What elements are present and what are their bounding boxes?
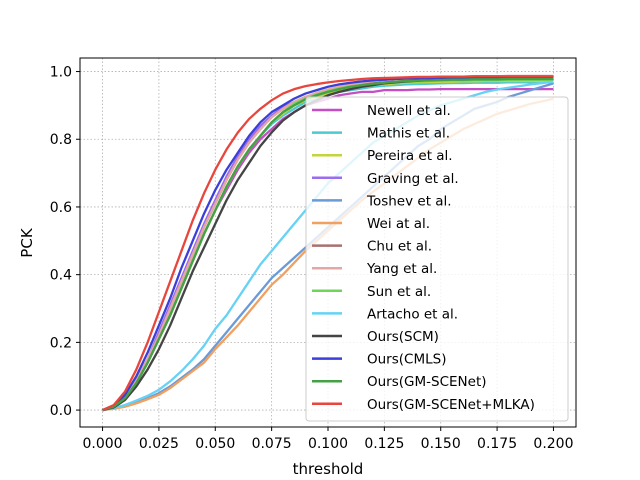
series-line-13 xyxy=(102,75,554,412)
x-tick-label: 0.050 xyxy=(195,436,235,452)
x-tick-label: 0.100 xyxy=(308,436,348,452)
x-tick-label: 0.125 xyxy=(364,436,404,452)
legend-label: Wei at al. xyxy=(367,216,430,232)
x-tick-label: 0.025 xyxy=(139,436,179,452)
x-axis-label: threshold xyxy=(293,460,364,478)
x-axis: 0.000 0.025 0.050 0.075 0.100 0.125 0.150 0.175… xyxy=(82,427,574,452)
y-tick-label: 0.8 xyxy=(50,132,72,148)
x-tick-label: 0.000 xyxy=(82,436,122,452)
legend-label: Newell et al. xyxy=(367,103,451,119)
legend-label: Pereira et al. xyxy=(367,148,453,164)
y-axis: 0.0 0.2 0.4 0.6 0.8 1.0 xyxy=(50,65,80,419)
x-tick-label: 0.075 xyxy=(252,436,292,452)
x-tick-label: 0.150 xyxy=(421,436,461,452)
x-tick-label: 0.175 xyxy=(477,436,517,452)
legend-label: Toshev et al. xyxy=(366,193,452,209)
y-tick-label: 0.6 xyxy=(50,200,72,216)
legend-frame xyxy=(305,96,569,422)
y-tick-label: 0.4 xyxy=(50,268,72,284)
series-line-12 xyxy=(102,77,554,412)
legend-label: Chu et al. xyxy=(367,239,432,255)
y-tick-label: 1.0 xyxy=(50,65,72,81)
y-axis-label: PCK xyxy=(18,227,36,258)
y-tick-label: 0.0 xyxy=(50,403,72,419)
legend-label: Ours(GM-SCENet) xyxy=(367,374,487,390)
legend: Newell et al. Mathis et al. Pereira et al.… xyxy=(305,96,569,422)
legend-label: Graving et al. xyxy=(367,171,459,187)
legend-label: Ours(CMLS) xyxy=(367,352,446,368)
legend-label: Yang et al. xyxy=(366,261,437,277)
legend-label: Ours(SCM) xyxy=(367,329,439,345)
y-tick-label: 0.2 xyxy=(50,335,72,351)
legend-label: Sun et al. xyxy=(367,284,431,300)
legend-label: Ours(GM-SCENet+MLKA) xyxy=(367,397,535,413)
legend-label: Artacho et al. xyxy=(367,306,458,322)
legend-label: Mathis et al. xyxy=(367,126,450,142)
x-tick-label: 0.200 xyxy=(533,436,573,452)
series-layer xyxy=(102,74,554,412)
